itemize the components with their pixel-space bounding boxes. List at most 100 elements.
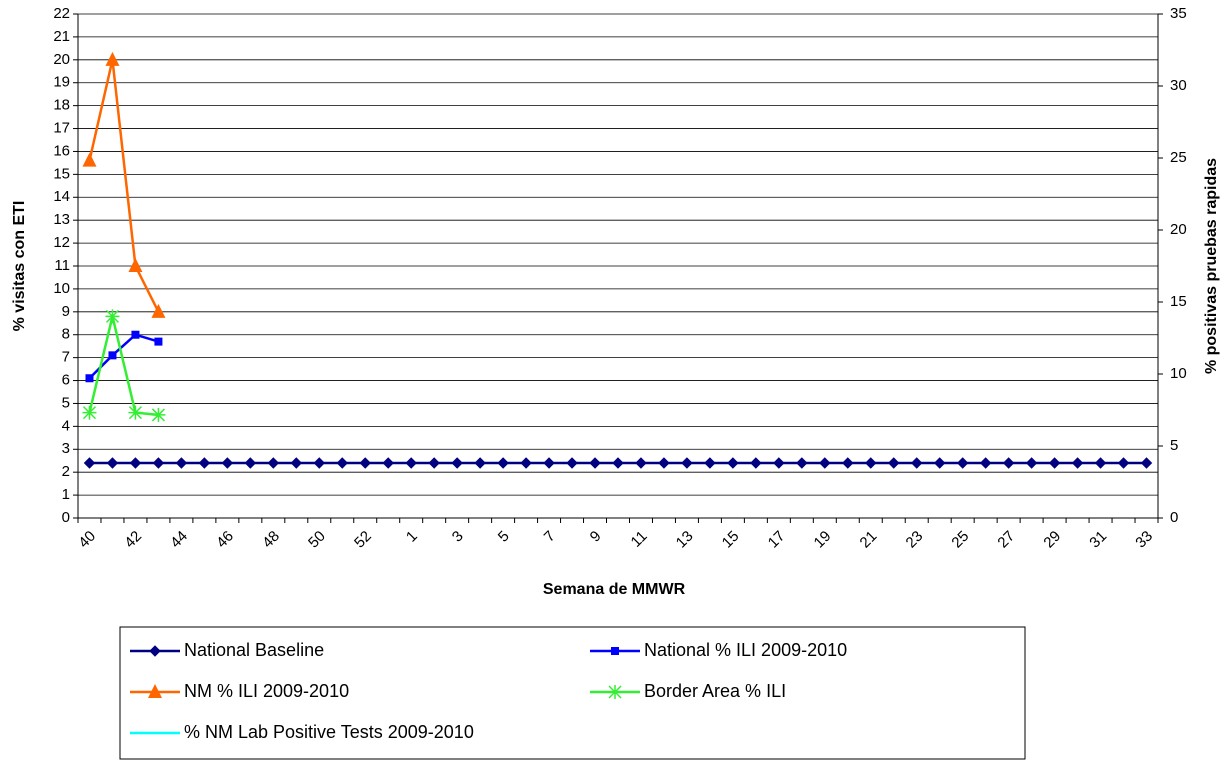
y2-tick-label: 15 (1170, 293, 1187, 310)
data-point (497, 457, 509, 469)
y-tick-label: 12 (53, 234, 70, 251)
data-point (129, 457, 142, 469)
legend-label: NM % ILI 2009-2010 (184, 681, 349, 701)
data-point (128, 405, 143, 420)
x-tick-label: 29 (1040, 528, 1064, 552)
x-tick-label: 44 (167, 528, 191, 552)
data-point (154, 337, 163, 346)
data-point (865, 457, 877, 469)
y2-tick-label: 10 (1170, 365, 1187, 382)
x-tick-label: 48 (259, 528, 283, 552)
y-tick-label: 20 (53, 51, 70, 68)
data-point (382, 457, 394, 469)
x-tick-label: 31 (1086, 528, 1110, 552)
legend-label: National Baseline (184, 640, 324, 660)
x-tick-label: 40 (75, 528, 99, 552)
data-point (1117, 457, 1130, 469)
data-point (612, 457, 624, 469)
data-point (842, 457, 854, 469)
y-tick-label: 6 (62, 372, 70, 389)
y-tick-label: 2 (62, 463, 70, 480)
data-point (336, 457, 348, 469)
data-point (589, 457, 601, 469)
data-point (151, 407, 166, 422)
y-tick-label: 18 (53, 97, 70, 114)
data-point (773, 457, 785, 469)
data-point (313, 457, 325, 469)
data-point (428, 457, 440, 469)
y-tick-label: 15 (53, 165, 70, 182)
y-tick-label: 1 (62, 486, 70, 503)
x-tick-label: 27 (994, 528, 1018, 552)
x-tick-label: 21 (857, 528, 881, 552)
legend-marker (611, 647, 619, 655)
legend-label: National % ILI 2009-2010 (644, 640, 847, 660)
legend-label: % NM Lab Positive Tests 2009-2010 (184, 722, 474, 742)
data-point (151, 303, 166, 318)
x-tick-label: 50 (305, 528, 329, 552)
data-point (979, 457, 992, 469)
data-point (105, 309, 120, 324)
data-point (796, 457, 808, 469)
data-point (451, 457, 463, 469)
data-point (267, 457, 280, 469)
data-point (1002, 457, 1015, 469)
data-point (681, 457, 693, 469)
y-tick-label: 13 (53, 211, 70, 228)
y-tick-label: 16 (53, 142, 70, 159)
y-tick-label: 5 (62, 394, 70, 411)
data-point (131, 330, 140, 339)
series-line (88, 316, 159, 417)
data-point (956, 457, 969, 469)
x-tick-label: 52 (351, 528, 375, 552)
x-tick-label: 5 (495, 528, 513, 546)
x-tick-label: 25 (948, 528, 972, 552)
x-tick-label: 17 (765, 528, 789, 552)
data-point (1025, 457, 1038, 469)
x-tick-label: 23 (903, 528, 927, 552)
y2-tick-label: 20 (1170, 221, 1187, 238)
y-tick-label: 14 (53, 188, 70, 205)
data-point (933, 457, 946, 469)
data-point (198, 457, 211, 469)
data-point (152, 457, 165, 469)
x-tick-label: 19 (811, 528, 835, 552)
legend-label: Border Area % ILI (644, 681, 786, 701)
data-point (474, 457, 486, 469)
data-point (359, 457, 371, 469)
y2-tick-label: 25 (1170, 149, 1187, 166)
y-tick-label: 22 (53, 5, 70, 22)
data-point (244, 457, 257, 469)
x-tick-label: 15 (719, 528, 743, 552)
data-point (888, 457, 900, 469)
y-tick-label: 21 (53, 28, 70, 45)
y-axis-title: % visitas con ETI (11, 201, 28, 332)
data-point (82, 152, 97, 167)
y-tick-label: 10 (53, 280, 70, 297)
data-point (106, 457, 119, 469)
data-point (82, 405, 97, 420)
data-point (128, 258, 143, 272)
x-tick-label: 3 (449, 528, 467, 546)
x-tick-label: 7 (541, 528, 559, 546)
data-point (704, 457, 716, 469)
legend-marker (149, 645, 161, 657)
data-point (520, 457, 532, 469)
y-tick-label: 19 (53, 74, 70, 91)
y2-tick-label: 5 (1170, 437, 1178, 454)
y-tick-label: 4 (62, 417, 70, 434)
x-tick-label: 42 (121, 528, 145, 552)
legend-marker (148, 684, 162, 698)
y-tick-label: 7 (62, 349, 70, 366)
x-tick-label: 13 (673, 528, 697, 552)
y2-tick-label: 0 (1170, 509, 1178, 526)
legend-box (119, 626, 1026, 760)
y-tick-label: 11 (54, 257, 70, 274)
data-point (83, 457, 96, 469)
data-point (566, 457, 578, 469)
data-point (290, 457, 303, 469)
x-tick-label: 11 (628, 528, 651, 551)
data-point (1094, 457, 1107, 469)
data-point (727, 457, 739, 469)
